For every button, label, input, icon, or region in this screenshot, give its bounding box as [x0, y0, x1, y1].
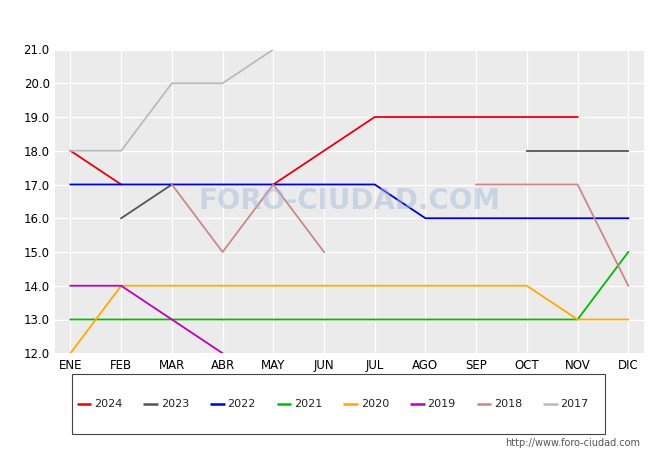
Text: 2022: 2022 — [227, 399, 256, 409]
Text: 2021: 2021 — [294, 399, 322, 409]
Text: 2024: 2024 — [94, 399, 123, 409]
Text: 2017: 2017 — [560, 399, 589, 409]
Text: 2018: 2018 — [494, 399, 522, 409]
Text: FORO-CIUDAD.COM: FORO-CIUDAD.COM — [198, 187, 500, 216]
Text: 2019: 2019 — [427, 399, 456, 409]
Text: http://www.foro-ciudad.com: http://www.foro-ciudad.com — [505, 438, 640, 448]
Text: Afiliados en Tamariz de Campos a 30/11/2024: Afiliados en Tamariz de Campos a 30/11/2… — [125, 14, 525, 33]
Text: 2020: 2020 — [361, 399, 389, 409]
Text: 2023: 2023 — [161, 399, 189, 409]
